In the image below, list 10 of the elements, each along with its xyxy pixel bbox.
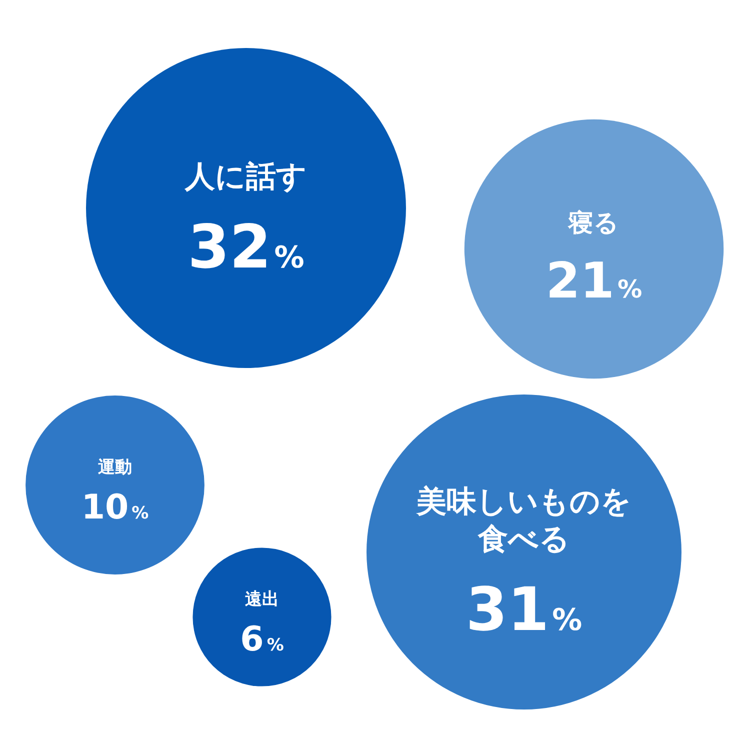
category-label: 遠出 (245, 590, 279, 610)
data-label: 31% (466, 574, 582, 645)
category-label: 運動 (97, 458, 132, 478)
category-label: 美味しいものを食べる (416, 484, 632, 558)
data-label: 32% (188, 212, 304, 282)
data-label: 21% (546, 252, 642, 310)
data-label: 6% (240, 620, 284, 660)
data-label: 10% (81, 488, 149, 528)
category-label: 人に話す (184, 159, 307, 194)
category-label: 寝る (568, 208, 620, 238)
